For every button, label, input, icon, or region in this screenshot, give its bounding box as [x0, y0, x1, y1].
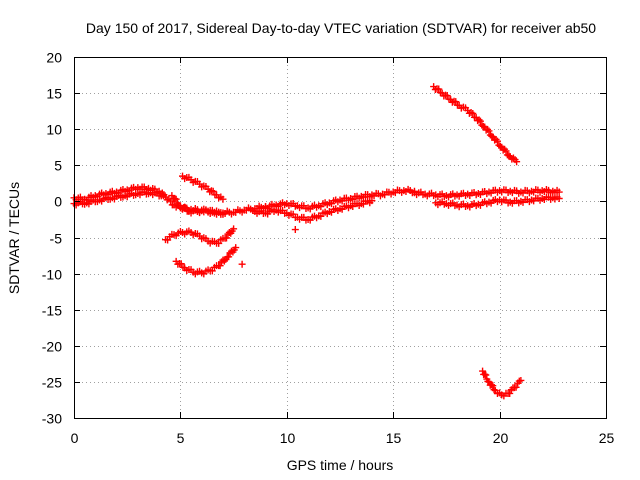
y-tick-label: 15	[46, 86, 62, 102]
data-point	[482, 371, 490, 379]
series-band-early-lower	[70, 188, 167, 209]
data-point	[488, 381, 496, 389]
data-point	[223, 234, 231, 242]
data-point	[481, 370, 489, 378]
data-point	[159, 192, 167, 200]
series-band-late-main	[410, 185, 563, 201]
data-point	[215, 239, 223, 247]
series-arc-negative-low	[172, 244, 240, 278]
series-arc-negative-mid	[162, 225, 238, 247]
x-tick-label: 25	[599, 430, 615, 446]
data-point	[208, 267, 216, 275]
y-axis-label: SDTVAR / TECUs	[6, 182, 22, 294]
data-point	[238, 260, 246, 268]
x-axis-label: GPS time / hours	[287, 457, 394, 473]
x-tick-label: 20	[493, 430, 509, 446]
y-tick-label: -30	[42, 411, 62, 427]
data-point	[512, 383, 520, 391]
data-point	[219, 210, 227, 218]
data-point	[555, 195, 563, 203]
y-tick-label: -25	[42, 375, 62, 391]
data-point	[517, 376, 525, 384]
series-arc-rising-dip	[179, 172, 227, 203]
data-point	[469, 109, 477, 117]
grid-layer	[74, 57, 606, 418]
data-point	[443, 92, 451, 100]
data-point	[506, 389, 514, 397]
data-point	[493, 137, 501, 145]
data-point	[484, 125, 492, 133]
data-point	[555, 188, 563, 196]
tick-layer: 0 5 10 15 20 25 20 15 10 5 0 -5 -10 -15 -20 -25 -30	[42, 50, 615, 447]
y-tick-label: 5	[54, 158, 62, 174]
data-point	[172, 195, 180, 203]
data-point	[209, 187, 217, 195]
series-band-mid-main	[262, 185, 418, 213]
x-tick-label: 15	[386, 430, 402, 446]
y-tick-label: -15	[42, 303, 62, 319]
x-tick-label: 5	[177, 430, 185, 446]
data-point	[452, 98, 460, 106]
y-tick-label: 0	[54, 194, 62, 210]
data-point	[496, 142, 504, 150]
series-band-late-lower	[432, 193, 563, 211]
series-band-mid-lower	[251, 197, 376, 224]
data-point	[475, 116, 483, 124]
y-tick-label: -10	[42, 267, 62, 283]
chart-title: Day 150 of 2017, Sidereal Day-to-day VTE…	[86, 20, 596, 36]
x-tick-label: 10	[280, 430, 296, 446]
series-arc-descending-dip	[168, 192, 227, 218]
data-point	[232, 244, 240, 252]
y-tick-label: -5	[50, 231, 63, 247]
data-point	[219, 195, 227, 203]
data-point	[490, 386, 498, 394]
data-point	[291, 226, 299, 234]
data-point	[177, 260, 185, 268]
data-point	[488, 132, 496, 140]
data-point	[435, 85, 443, 93]
y-tick-label: 10	[46, 122, 62, 138]
data-point	[509, 154, 517, 162]
y-tick-label: -20	[42, 339, 62, 355]
data-point	[485, 127, 493, 135]
data-point	[476, 117, 484, 125]
y-tick-label: 20	[46, 50, 62, 66]
series-outliers	[238, 226, 299, 268]
x-tick-label: 0	[71, 430, 79, 446]
data-point	[513, 158, 521, 166]
data-point	[225, 253, 233, 261]
data-point	[230, 225, 238, 233]
data-point	[368, 197, 376, 205]
data-point	[489, 382, 497, 390]
series-arc-low-trough	[479, 367, 525, 400]
series-arc-high-descending	[430, 83, 521, 166]
data-point	[216, 262, 224, 270]
data-point	[502, 147, 510, 155]
data-layer	[70, 83, 563, 400]
